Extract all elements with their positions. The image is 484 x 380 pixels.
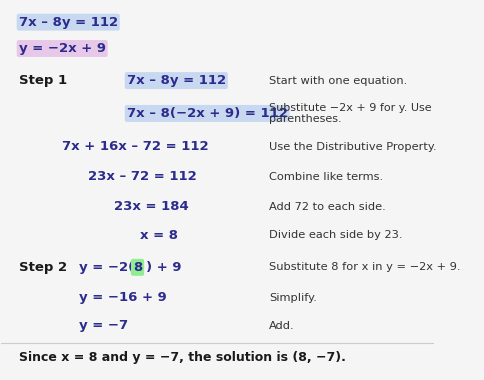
Text: 7x – 8y = 112: 7x – 8y = 112 — [127, 74, 226, 87]
Text: y = −7: y = −7 — [79, 319, 128, 332]
Text: Add.: Add. — [270, 321, 295, 331]
Text: Step 1: Step 1 — [19, 74, 67, 87]
Text: Start with one equation.: Start with one equation. — [270, 76, 408, 86]
Text: Simplify.: Simplify. — [270, 293, 318, 302]
Text: ) + 9: ) + 9 — [146, 261, 182, 274]
Text: x = 8: x = 8 — [140, 229, 178, 242]
Text: Combine like terms.: Combine like terms. — [270, 172, 383, 182]
Text: 23x – 72 = 112: 23x – 72 = 112 — [88, 170, 197, 183]
Text: y = −16 + 9: y = −16 + 9 — [79, 291, 167, 304]
Text: y = −2(: y = −2( — [79, 261, 135, 274]
Text: Since x = 8 and y = −7, the solution is (8, −7).: Since x = 8 and y = −7, the solution is … — [19, 352, 346, 364]
Text: 23x = 184: 23x = 184 — [114, 201, 189, 214]
Text: 8: 8 — [133, 261, 142, 274]
Text: Substitute −2x + 9 for y. Use parentheses.: Substitute −2x + 9 for y. Use parenthese… — [270, 103, 432, 124]
Text: Divide each side by 23.: Divide each side by 23. — [270, 230, 403, 240]
Text: 7x – 8(−2x + 9) = 112: 7x – 8(−2x + 9) = 112 — [127, 107, 287, 120]
Text: Add 72 to each side.: Add 72 to each side. — [270, 202, 386, 212]
Text: Step 2: Step 2 — [19, 261, 67, 274]
Text: Substitute 8 for x in y = −2x + 9.: Substitute 8 for x in y = −2x + 9. — [270, 262, 461, 272]
Text: 7x – 8y = 112: 7x – 8y = 112 — [19, 16, 118, 28]
Text: Use the Distributive Property.: Use the Distributive Property. — [270, 142, 437, 152]
Text: y = −2x + 9: y = −2x + 9 — [19, 42, 106, 55]
Text: 7x + 16x – 72 = 112: 7x + 16x – 72 = 112 — [62, 140, 209, 153]
